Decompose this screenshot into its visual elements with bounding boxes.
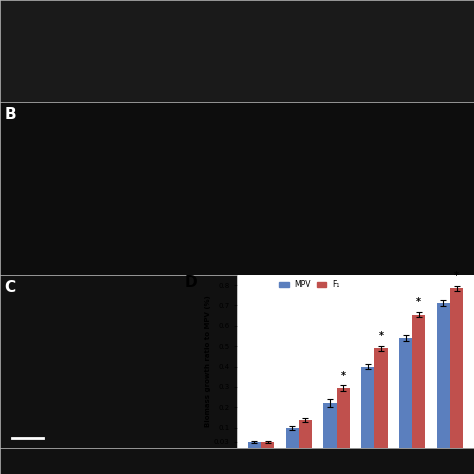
Text: D: D bbox=[185, 275, 198, 290]
Bar bbox=[374, 348, 388, 448]
Bar bbox=[285, 428, 299, 448]
Bar bbox=[412, 315, 426, 448]
Y-axis label: Biomass growth ratio to MPV (%): Biomass growth ratio to MPV (%) bbox=[205, 296, 211, 427]
Bar bbox=[399, 338, 412, 448]
Legend: MPV, F₁: MPV, F₁ bbox=[276, 277, 343, 292]
X-axis label: Days after rooting: Days after rooting bbox=[312, 470, 399, 474]
Text: *: * bbox=[379, 331, 383, 341]
Text: *: * bbox=[454, 271, 459, 281]
Text: B: B bbox=[5, 107, 17, 122]
Bar bbox=[337, 388, 350, 448]
Bar bbox=[248, 442, 261, 448]
Bar bbox=[323, 403, 337, 448]
Bar bbox=[450, 288, 463, 448]
Text: C: C bbox=[5, 280, 16, 295]
Bar bbox=[361, 366, 374, 448]
Bar bbox=[261, 442, 274, 448]
Text: *: * bbox=[416, 298, 421, 308]
Text: *: * bbox=[341, 371, 346, 381]
Bar bbox=[437, 303, 450, 448]
Bar bbox=[299, 420, 312, 448]
